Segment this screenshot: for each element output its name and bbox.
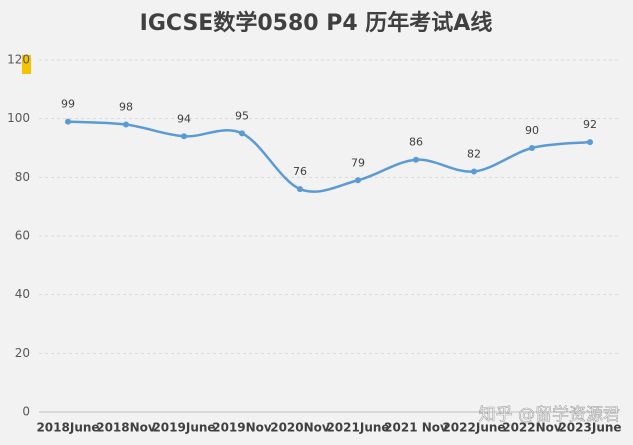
y-tick-label: 80 (15, 170, 30, 184)
data-label: 86 (409, 136, 423, 149)
x-tick-label: 2021June (326, 421, 389, 435)
data-label: 99 (61, 98, 75, 111)
data-label: 92 (583, 118, 597, 131)
x-tick-label: 2018Nov (96, 421, 156, 435)
data-point (413, 156, 419, 163)
data-point (471, 168, 477, 175)
data-label: 98 (119, 101, 133, 114)
y-tick-label: 100 (7, 111, 30, 125)
x-tick-label: 2020Nov (270, 421, 330, 435)
x-tick-label: 2022Nov (502, 421, 562, 435)
decoration (22, 55, 31, 74)
x-tick-label: 2019Nov (212, 421, 272, 435)
data-point (355, 177, 361, 184)
y-tick-label: 0 (22, 405, 30, 419)
y-tick-label: 20 (15, 346, 30, 360)
chart-title: IGCSE数学0580 P4 历年考试A线 (140, 10, 493, 36)
series-line (67, 120, 591, 193)
data-point (297, 186, 303, 193)
data-point (587, 139, 593, 146)
data-label: 94 (177, 112, 191, 125)
data-point (529, 145, 535, 151)
y-tick-label: 120 (7, 53, 30, 67)
watermark: 知乎 @留学资源君 (479, 405, 620, 425)
x-tick-label: 2022June (442, 421, 505, 435)
x-tick-label: 2019June (152, 421, 215, 435)
x-tick-label: 2021 Nov (384, 421, 448, 435)
x-tick-label: 2023June (558, 421, 621, 435)
y-tick-label: 40 (15, 287, 30, 301)
data-label: 79 (351, 156, 365, 169)
data-label: 76 (293, 165, 307, 178)
data-point (239, 130, 245, 137)
data-label: 95 (235, 109, 249, 122)
data-label: 82 (467, 147, 481, 160)
data-point (65, 118, 71, 125)
data-point (123, 121, 129, 128)
x-tick-label: 2018June (36, 421, 99, 435)
y-tick-label: 60 (15, 229, 30, 243)
data-point (181, 133, 187, 140)
data-label: 90 (525, 124, 539, 137)
